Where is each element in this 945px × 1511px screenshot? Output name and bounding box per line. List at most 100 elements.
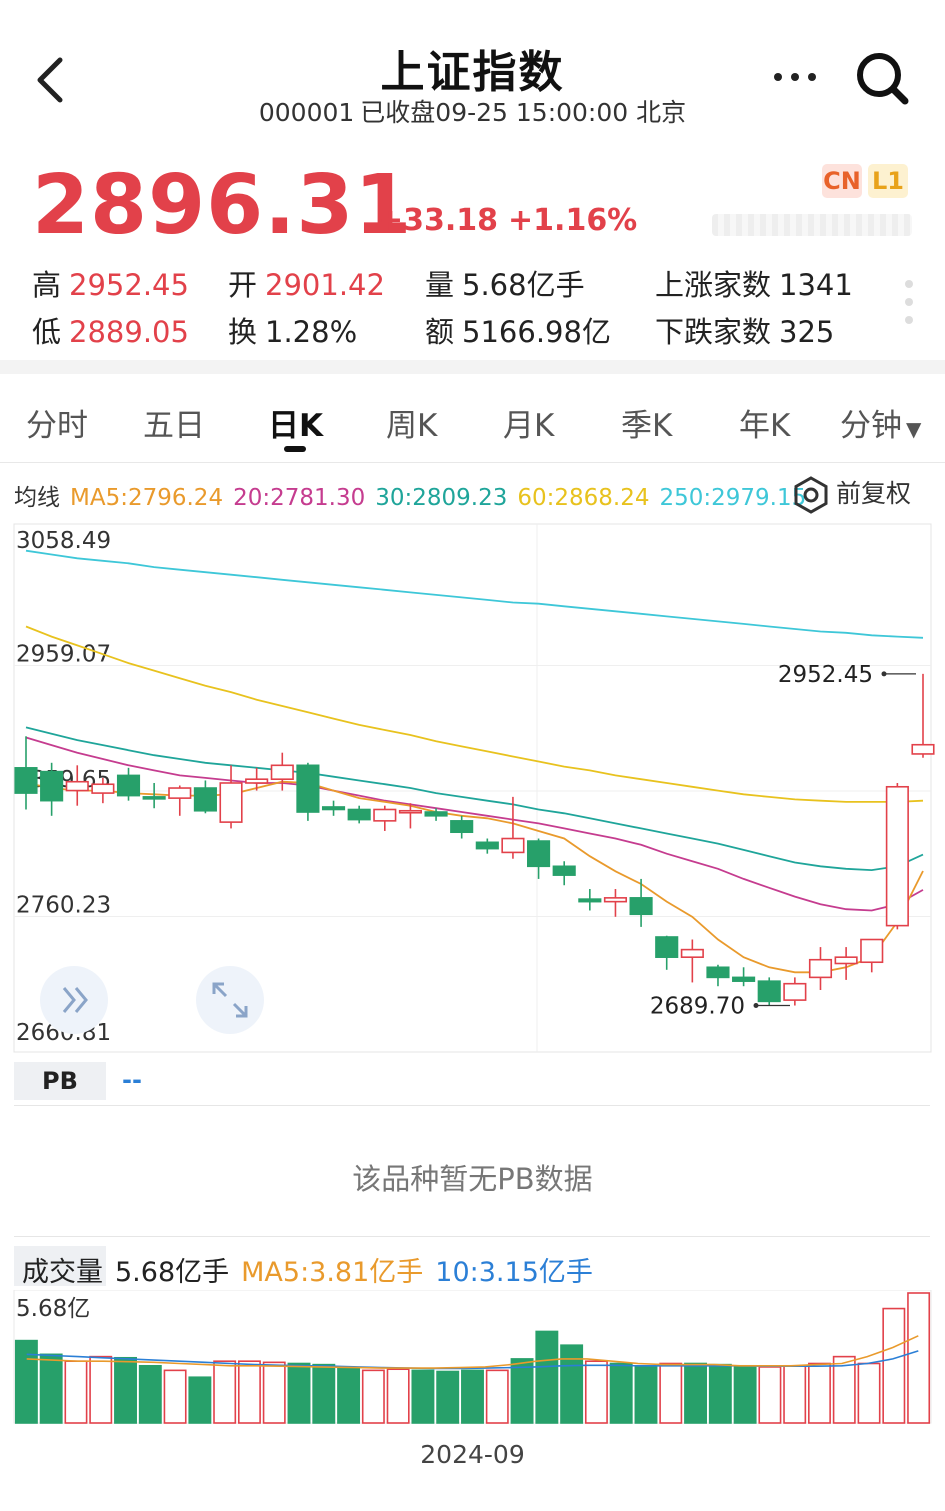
volume-bar <box>783 1364 807 1424</box>
tab-intraday[interactable]: 分时 <box>26 408 88 444</box>
candle-body <box>834 956 858 965</box>
candle <box>808 947 833 991</box>
back-button[interactable] <box>30 52 74 108</box>
candle <box>321 800 346 816</box>
candle-body <box>757 980 781 1003</box>
hexagon-settings-icon <box>794 476 828 514</box>
candle-body <box>296 764 320 813</box>
candle <box>860 938 884 973</box>
blurred-ticker <box>712 214 912 236</box>
candle-body <box>347 808 371 821</box>
candle <box>706 964 730 987</box>
volume-ma10: 10:3.15亿手 <box>435 1257 593 1288</box>
adjust-button[interactable]: 前复权 <box>792 474 911 514</box>
fullscreen-button[interactable] <box>196 966 264 1034</box>
tab-minute[interactable]: 分钟 ▼ <box>840 408 922 444</box>
expand-icon <box>212 982 248 1018</box>
market-badge-cn: CN <box>822 164 862 198</box>
volume-title: 成交量 <box>22 1257 103 1288</box>
volume-max-label: 5.68亿 <box>16 1296 90 1322</box>
candle-body <box>655 936 679 958</box>
volume-bar <box>312 1363 336 1424</box>
candle <box>347 805 371 824</box>
fast-forward-button[interactable] <box>40 966 108 1034</box>
candlestick-chart[interactable]: 3058.492959.072859.652760.232660.812952.… <box>0 520 945 1060</box>
quote-status: 000001 已收盘09-25 15:00:00 北京 <box>0 93 945 129</box>
candle-body <box>373 808 397 822</box>
active-tab-indicator <box>284 446 306 452</box>
search-button[interactable] <box>852 48 912 108</box>
ma20-line <box>25 736 924 912</box>
tab-quarterly-k[interactable]: 季K <box>621 408 673 444</box>
candle-body <box>91 783 115 794</box>
candle <box>834 947 858 980</box>
candle <box>603 889 628 917</box>
candle <box>501 796 525 859</box>
candle <box>142 782 166 809</box>
tab-yearly-k[interactable]: 年K <box>739 408 791 444</box>
ma60-value: 60:2868.24 <box>517 485 650 511</box>
volume-bar <box>361 1369 385 1424</box>
volume-ma5-line <box>26 1335 919 1369</box>
candle-body <box>578 898 602 903</box>
volume-bar <box>262 1361 286 1424</box>
volume-bar <box>64 1360 88 1424</box>
volume-bar <box>857 1362 881 1424</box>
volume-bar <box>461 1369 484 1424</box>
pb-value: -- <box>122 1066 142 1094</box>
stat-decliners: 下跌家数 325 <box>655 315 835 349</box>
candle <box>373 805 397 831</box>
candle-body <box>680 948 704 958</box>
volume-chart[interactable]: 5.68亿 <box>0 1290 945 1430</box>
volume-bar <box>634 1364 658 1424</box>
tab-daily-k[interactable]: 日K <box>268 408 324 444</box>
tab-monthly-k[interactable]: 月K <box>503 408 555 444</box>
candle-body <box>142 796 166 800</box>
vertical-dots-icon <box>905 280 913 324</box>
candle <box>65 765 89 806</box>
volume-bar <box>882 1307 906 1424</box>
volume-legend: 成交量 5.68亿手 MA5:3.81亿手 10:3.15亿手 <box>22 1250 605 1289</box>
volume-bar <box>684 1362 708 1424</box>
candle-body <box>245 778 269 784</box>
double-chevron-right-icon <box>62 987 88 1013</box>
ma30-value: 30:2809.23 <box>375 485 508 511</box>
pb-empty-message: 该品种暂无PB数据 <box>352 1162 593 1196</box>
candle-body <box>424 811 448 817</box>
candle <box>40 762 64 816</box>
volume-bar <box>832 1355 856 1424</box>
volume-bar <box>411 1369 435 1424</box>
tab-five-day[interactable]: 五日 <box>143 408 205 444</box>
pb-panel <box>14 1105 930 1237</box>
ma5-value: MA5:2796.24 <box>70 485 224 511</box>
candle-body <box>193 787 217 812</box>
tabs-divider <box>0 462 945 463</box>
candle <box>911 673 935 758</box>
expand-stats-button[interactable] <box>902 278 916 326</box>
ma5-line <box>25 780 924 974</box>
stat-turnover: 换 1.28% <box>228 315 358 349</box>
min-price-label: 2689.70 <box>650 994 745 1020</box>
candle <box>527 838 551 879</box>
candle-body <box>527 840 551 868</box>
candle-body <box>603 897 628 903</box>
more-button[interactable] <box>768 62 822 92</box>
candle <box>398 803 422 829</box>
volume-bar <box>907 1292 931 1424</box>
stat-open: 开 2901.42 <box>228 268 385 302</box>
x-axis-date: 2024-09 <box>420 1440 525 1469</box>
min-marker-dot <box>753 1003 759 1009</box>
ma60-line <box>25 625 924 803</box>
period-tabs: 分时 五日 日K 周K 月K 季K 年K 分钟 ▼ <box>0 378 945 460</box>
volume-bar <box>213 1360 237 1424</box>
stat-volume: 量 5.68亿手 <box>425 268 585 302</box>
candle <box>578 889 602 911</box>
stock-code: 000001 <box>258 98 355 127</box>
ma250-line <box>25 549 924 639</box>
chevron-left-icon <box>37 57 63 103</box>
volume-bar <box>287 1362 311 1424</box>
candle <box>783 977 807 1006</box>
tab-weekly-k[interactable]: 周K <box>386 408 438 444</box>
candle-body <box>501 837 525 854</box>
adjust-label: 前复权 <box>836 479 912 508</box>
